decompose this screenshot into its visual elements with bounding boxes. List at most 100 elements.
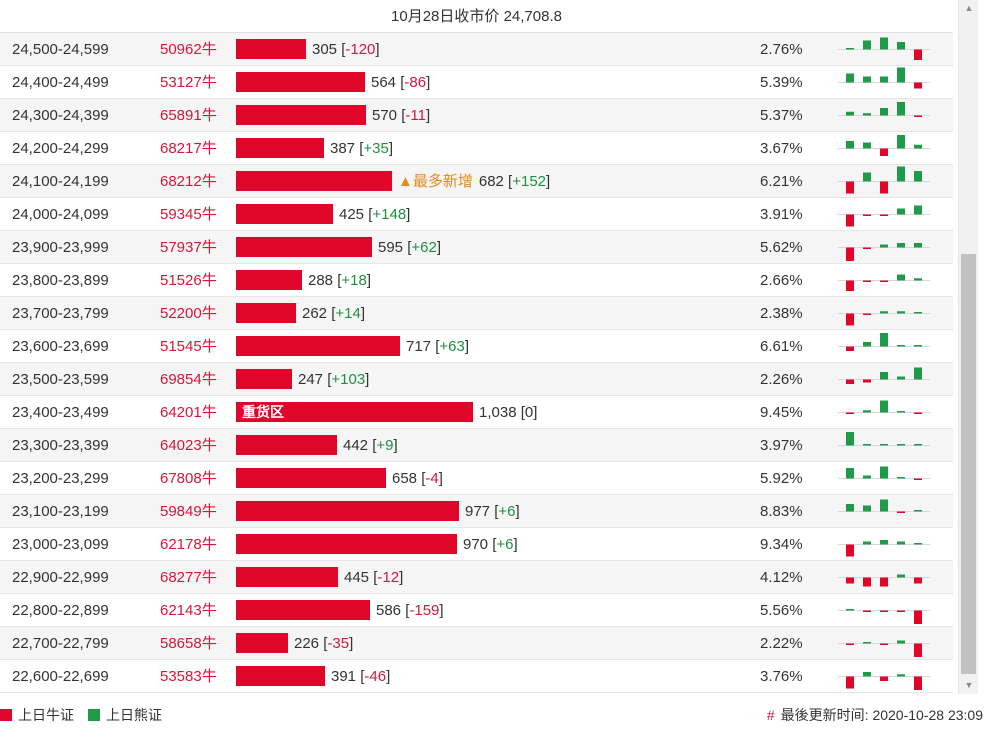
scroll-down-arrow-icon[interactable]: ▼ [964,680,974,690]
sparkline-bar [846,141,854,149]
count-delta: -35 [327,635,350,652]
bull-count: 52200牛 [160,305,217,322]
sparkline-bar [863,142,871,149]
sparkline-bar [863,541,871,545]
sparkline-bar [914,643,922,657]
bull-count: 59849牛 [160,503,217,520]
trend-sparkline [838,67,930,89]
cbbc-distribution-panel: 10月28日收市价 24,708.8 24,500-24,599 50962牛 30… [0,0,953,693]
table-row[interactable]: 22,700-22,799 58658牛 226 [-35] 2.22% [0,627,953,660]
trend-sparkline [838,166,930,194]
bull-count: 51526牛 [160,272,217,289]
vertical-scrollbar[interactable]: ▲ ▼ [958,0,978,694]
bar-area: 442 [+9] [236,429,756,462]
sparkline-bar [863,444,871,446]
table-row[interactable]: 23,300-23,399 64023牛 442 [+9] 3.97% [0,429,953,462]
count-value: 570 [372,107,398,124]
trend-sparkline [838,243,930,261]
sparkline-bar [914,115,922,117]
count-delta: +62 [411,239,437,256]
table-row[interactable]: 22,600-22,699 53583牛 391 [-46] 3.76% [0,660,953,693]
trend-sparkline [838,135,930,156]
count-value: 262 [302,305,328,322]
sparkline-bar [914,412,922,414]
count-delta: +6 [496,536,514,553]
count-info: 288 [+18] [308,272,371,289]
count-bar [236,336,400,356]
trend-sparkline [838,540,930,557]
count-value: 682 [478,173,504,190]
table-row[interactable]: 23,700-23,799 52200牛 262 [+14] 2.38% [0,297,953,330]
table-row[interactable]: 24,100-24,199 68212牛 ▲最多新增 682 [+152] 6.21% [0,165,953,198]
sparkline-bar [897,477,905,479]
price-range: 23,700-23,799 [12,305,109,322]
price-range: 24,300-24,399 [12,107,109,124]
sparkline-bar [897,610,905,612]
table-row[interactable]: 23,100-23,199 59849牛 977 [+6] 8.83% [0,495,953,528]
sparkline-bar [846,181,854,194]
price-range: 22,600-22,699 [12,668,109,685]
trend-sparkline [838,432,930,446]
scroll-up-arrow-icon[interactable]: ▲ [964,3,974,13]
sparkline-bar [897,574,905,578]
scroll-thumb[interactable] [961,254,976,674]
count-info: 1,038 [0] [479,404,538,421]
table-row[interactable]: 24,500-24,599 50962牛 305 [-120] 2.76% [0,33,953,66]
sparkline-bar [880,499,888,512]
count-value: 595 [378,239,404,256]
price-range: 24,200-24,299 [12,140,109,157]
table-row[interactable]: 22,900-22,999 68277牛 445 [-12] 4.12% [0,561,953,594]
sparkline-bar [914,510,922,512]
close-price-header: 10月28日收市价 24,708.8 [0,0,953,33]
table-row[interactable]: 24,200-24,299 68217牛 387 [+35] 3.67% [0,132,953,165]
sparkline-bar [846,313,854,326]
table-row[interactable]: 24,000-24,099 59345牛 425 [+148] 3.91% [0,198,953,231]
sparkline-bar [880,311,888,314]
sparkline-bar [914,610,922,624]
count-delta: +6 [498,503,516,520]
table-row[interactable]: 23,800-23,899 51526牛 288 [+18] 2.66% [0,264,953,297]
bar-area: 288 [+18] [236,264,756,297]
count-bar [236,402,473,422]
sparkline-bar [897,444,905,446]
sparkline-bar [863,577,871,587]
table-row[interactable]: 23,900-23,999 57937牛 595 [+62] 5.62% [0,231,953,264]
count-bar [236,633,288,653]
sparkline-bar [897,311,905,314]
sparkline-bar [846,504,854,512]
percentage: 8.83% [760,503,803,520]
count-delta: +63 [439,338,465,355]
table-row[interactable]: 23,000-23,099 62178牛 970 [+6] 9.34% [0,528,953,561]
sparkline-bar [846,643,854,645]
sparkline-bar [863,40,871,50]
count-value: 387 [330,140,356,157]
percentage: 2.22% [760,635,803,652]
count-delta: +103 [331,371,366,388]
percentage: 5.62% [760,239,803,256]
sparkline-bar [897,102,905,116]
bar-area: ▲最多新增 682 [+152] [236,165,756,198]
price-range: 22,800-22,899 [12,602,109,619]
count-info: 305 [-120] [312,41,380,58]
legend-bull: 上日牛证 [0,706,74,724]
percentage: 2.66% [760,272,803,289]
table-row[interactable]: 22,800-22,899 62143牛 586 [-159] 5.56% [0,594,953,627]
table-row[interactable]: 24,300-24,399 65891牛 570 [-11] 5.37% [0,99,953,132]
table-row[interactable]: 24,400-24,499 53127牛 564 [-86] 5.39% [0,66,953,99]
bar-area: 425 [+148] [236,198,756,231]
sparkline-bar [914,444,922,446]
price-range: 23,500-23,599 [12,371,109,388]
bull-count: 57937牛 [160,239,217,256]
count-delta: +152 [512,173,547,190]
price-range: 22,700-22,799 [12,635,109,652]
sparkline-bar [863,76,871,83]
table-row[interactable]: 23,200-23,299 67808牛 658 [-4] 5.92% [0,462,953,495]
count-delta: +14 [335,305,361,322]
table-row[interactable]: 23,500-23,599 69854牛 247 [+103] 2.26% [0,363,953,396]
table-row[interactable]: 23,400-23,499 64201牛 重货区 1,038 [0] 9.45% [0,396,953,429]
sparkline-bar [880,444,888,446]
count-info: 586 [-159] [376,602,444,619]
bar-area: 564 [-86] [236,66,756,99]
price-range: 23,000-23,099 [12,536,109,553]
table-row[interactable]: 23,600-23,699 51545牛 717 [+63] 6.61% [0,330,953,363]
